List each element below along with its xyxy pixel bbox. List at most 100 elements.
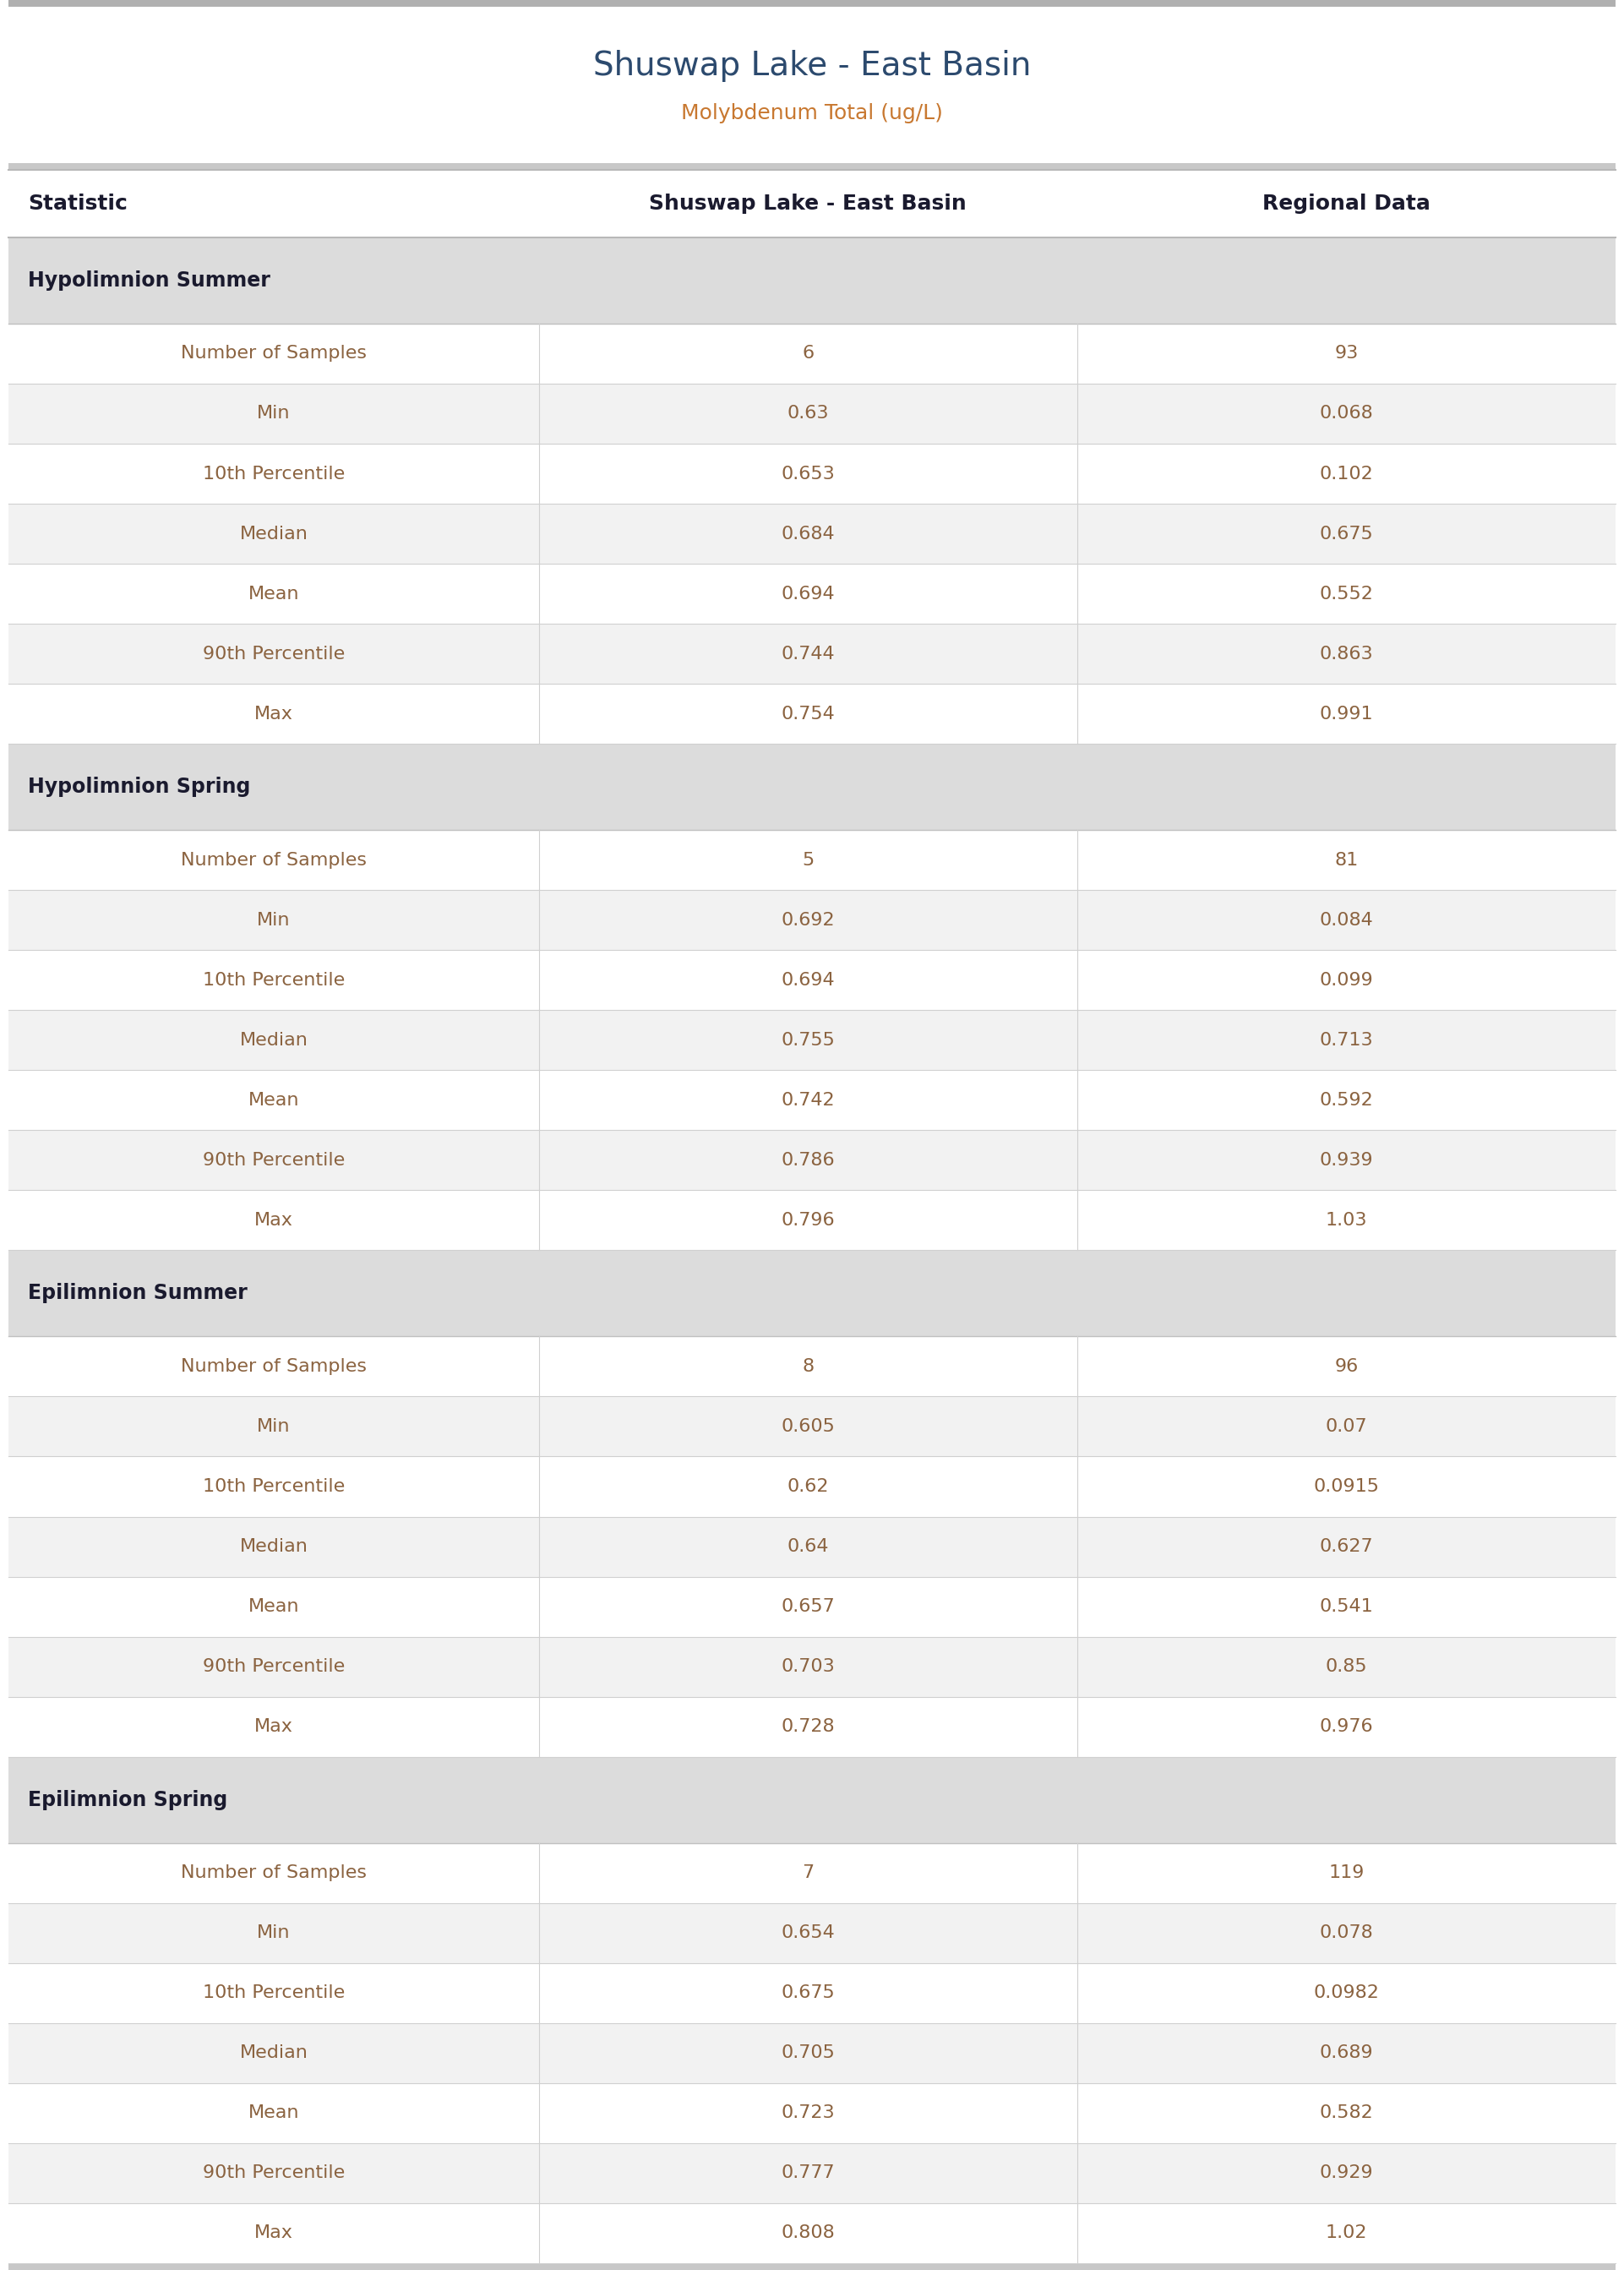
Text: 0.552: 0.552 [1319,586,1374,602]
Bar [8,1189,1616,1251]
Text: Mean: Mean [248,1598,299,1616]
Text: Max: Max [255,2225,292,2243]
Text: 0.939: 0.939 [1319,1151,1374,1169]
Bar [8,1130,1616,1189]
Text: 0.62: 0.62 [788,1478,828,1496]
Text: Min: Min [257,1419,291,1435]
Text: 0.07: 0.07 [1325,1419,1367,1435]
Text: 10th Percentile: 10th Percentile [203,465,344,481]
Text: 0.64: 0.64 [788,1539,828,1555]
Bar [8,1251,1616,1337]
Bar [8,238,1616,325]
Text: 0.654: 0.654 [781,1925,835,1941]
Text: 0.976: 0.976 [1319,1718,1374,1734]
Text: Min: Min [257,406,291,422]
Text: 119: 119 [1328,1864,1364,1882]
Text: Min: Min [257,913,291,928]
Bar [8,1457,1616,1516]
Text: 0.694: 0.694 [781,586,835,602]
Text: 0.099: 0.099 [1319,972,1374,990]
Bar [8,325,1616,384]
Bar [8,2204,1616,2263]
Bar [8,745,1616,831]
Text: 0.627: 0.627 [1319,1539,1374,1555]
Text: 0.85: 0.85 [1325,1659,1367,1675]
Text: 0.582: 0.582 [1319,2104,1374,2122]
Text: 0.786: 0.786 [781,1151,835,1169]
Text: 90th Percentile: 90th Percentile [203,1659,344,1675]
Text: 10th Percentile: 10th Percentile [203,1984,344,2002]
Bar [8,384,1616,443]
Text: Median: Median [239,1033,309,1049]
Text: Mean: Mean [248,2104,299,2122]
Text: Min: Min [257,1925,291,1941]
Text: 0.675: 0.675 [1319,524,1374,543]
Text: 0.689: 0.689 [1319,2045,1374,2061]
Bar [8,1578,1616,1637]
Text: 96: 96 [1335,1357,1358,1376]
Text: 0.694: 0.694 [781,972,835,990]
Text: 0.084: 0.084 [1319,913,1374,928]
Bar [8,2263,1616,2270]
Text: Hypolimnion Summer: Hypolimnion Summer [28,270,270,291]
Text: 8: 8 [802,1357,814,1376]
Text: 0.605: 0.605 [781,1419,835,1435]
Text: Number of Samples: Number of Samples [180,851,367,869]
Text: 1.03: 1.03 [1325,1212,1367,1228]
Text: 0.078: 0.078 [1319,1925,1374,1941]
Bar [8,2023,1616,2084]
Bar [8,1010,1616,1069]
Text: Regional Data: Regional Data [1262,193,1431,213]
Bar [8,443,1616,504]
Bar [8,951,1616,1010]
Text: Mean: Mean [248,1092,299,1108]
Text: 0.728: 0.728 [781,1718,835,1734]
Text: Median: Median [239,1539,309,1555]
Text: 0.592: 0.592 [1319,1092,1374,1108]
Text: 0.929: 0.929 [1319,2166,1374,2181]
Text: 90th Percentile: 90th Percentile [203,645,344,663]
Text: Shuswap Lake - East Basin: Shuswap Lake - East Basin [650,193,966,213]
Text: 10th Percentile: 10th Percentile [203,972,344,990]
Bar [8,163,1616,170]
Text: 0.744: 0.744 [781,645,835,663]
Text: 0.63: 0.63 [788,406,828,422]
Text: Max: Max [255,706,292,722]
Text: 0.541: 0.541 [1319,1598,1374,1616]
Text: 0.777: 0.777 [781,2166,835,2181]
Text: 0.653: 0.653 [781,465,835,481]
Text: 0.0915: 0.0915 [1314,1478,1379,1496]
Text: Number of Samples: Number of Samples [180,1357,367,1376]
Text: 1.02: 1.02 [1325,2225,1367,2243]
Text: 0.991: 0.991 [1319,706,1374,722]
Text: 10th Percentile: 10th Percentile [203,1478,344,1496]
Text: 90th Percentile: 90th Percentile [203,1151,344,1169]
Bar [8,1069,1616,1130]
Text: Hypolimnion Spring: Hypolimnion Spring [28,776,250,797]
Text: 0.796: 0.796 [781,1212,835,1228]
Bar [8,1516,1616,1578]
Bar [8,831,1616,890]
Text: 90th Percentile: 90th Percentile [203,2166,344,2181]
Text: Molybdenum Total (ug/L): Molybdenum Total (ug/L) [680,102,944,123]
Bar [8,1337,1616,1396]
Text: Median: Median [239,2045,309,2061]
Text: 0.755: 0.755 [781,1033,835,1049]
Text: Max: Max [255,1212,292,1228]
Text: 0.657: 0.657 [781,1598,835,1616]
Text: Number of Samples: Number of Samples [180,1864,367,1882]
Bar [8,504,1616,563]
Text: 0.808: 0.808 [781,2225,835,2243]
Text: Median: Median [239,524,309,543]
Text: 0.713: 0.713 [1319,1033,1374,1049]
Text: 0.684: 0.684 [781,524,835,543]
Text: 5: 5 [802,851,814,869]
Text: 0.102: 0.102 [1319,465,1374,481]
Text: 0.754: 0.754 [781,706,835,722]
Bar [8,1843,1616,1902]
Text: Epilimnion Spring: Epilimnion Spring [28,1789,227,1809]
Bar [8,624,1616,683]
Text: 0.742: 0.742 [781,1092,835,1108]
Text: Mean: Mean [248,586,299,602]
Text: 0.723: 0.723 [781,2104,835,2122]
